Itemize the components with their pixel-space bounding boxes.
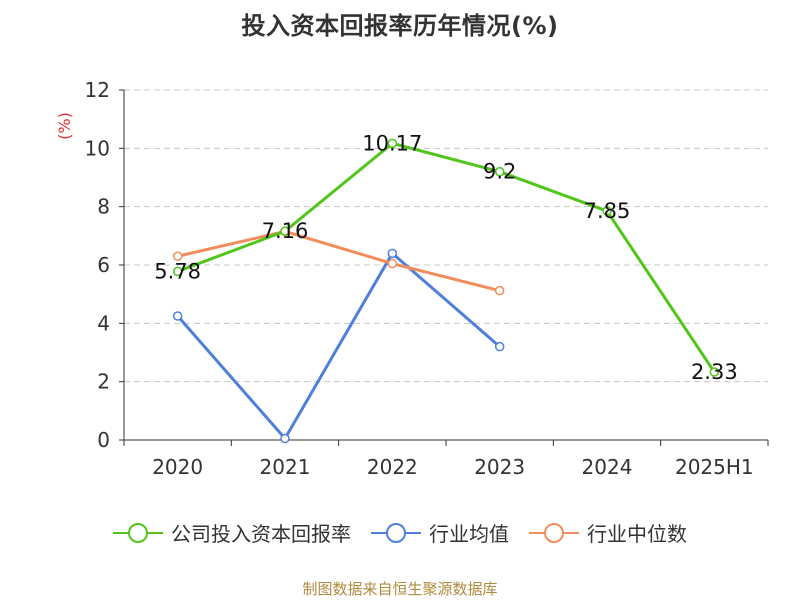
legend-swatch-marker bbox=[544, 522, 564, 543]
source-note: 制图数据来自恒生聚源数据库 bbox=[302, 580, 498, 598]
data-point bbox=[280, 226, 290, 236]
data-label: 2.33 bbox=[691, 360, 738, 384]
y-tick-label: 8 bbox=[97, 195, 110, 219]
legend-item[interactable]: 行业均值 bbox=[371, 518, 509, 547]
legend-swatch bbox=[113, 522, 163, 543]
legend-swatch-marker bbox=[128, 522, 148, 543]
legend-swatch bbox=[371, 522, 421, 543]
data-point bbox=[387, 138, 398, 149]
data-label: 7.16 bbox=[262, 219, 309, 243]
y-tick-label: 6 bbox=[97, 253, 110, 277]
y-tick-label: 10 bbox=[85, 136, 110, 160]
data-point bbox=[494, 285, 505, 296]
data-point bbox=[709, 367, 720, 377]
data-label: 5.78 bbox=[154, 259, 201, 283]
y-tick-label: 0 bbox=[97, 428, 110, 452]
y-tick-label: 2 bbox=[97, 370, 110, 394]
series-line bbox=[177, 141, 716, 373]
legend-label: 行业中位数 bbox=[587, 522, 687, 546]
legend-label: 行业均值 bbox=[429, 522, 509, 546]
data-point bbox=[280, 433, 290, 444]
data-point bbox=[387, 258, 398, 269]
data-point bbox=[172, 251, 183, 261]
data-label: 9.2 bbox=[483, 160, 516, 184]
data-point bbox=[172, 266, 183, 277]
legend-swatch bbox=[529, 522, 579, 543]
legend-label: 公司投入资本回报率 bbox=[171, 522, 351, 546]
legend-item[interactable]: 公司投入资本回报率 bbox=[113, 518, 351, 547]
data-label: 10.17 bbox=[362, 131, 422, 155]
x-tick-label: 2023 bbox=[474, 455, 525, 479]
x-tick-label: 2025H1 bbox=[675, 455, 754, 479]
y-axis-label: (%) bbox=[55, 112, 74, 140]
data-point bbox=[494, 341, 505, 352]
chart-legend: 公司投入资本回报率 行业均值 行业中位数 bbox=[0, 518, 800, 547]
x-tick-label: 2022 bbox=[367, 455, 418, 479]
series-layer bbox=[172, 138, 720, 444]
chart-title: 投入资本回报率历年情况(%) bbox=[241, 12, 559, 40]
x-tick-label: 2024 bbox=[582, 455, 633, 479]
grid-layer bbox=[124, 89, 768, 383]
data-point bbox=[387, 248, 398, 259]
legend-swatch-marker bbox=[386, 522, 406, 543]
label-layer: 5.78 7.16 10.17 9.2 7.85 2.33 bbox=[154, 131, 737, 384]
x-tick-label: 2021 bbox=[260, 455, 311, 479]
y-tick-label: 12 bbox=[85, 78, 110, 102]
legend-item[interactable]: 行业中位数 bbox=[529, 518, 687, 547]
data-point bbox=[602, 206, 612, 216]
y-tick-label: 4 bbox=[97, 311, 110, 335]
x-tick-label: 2020 bbox=[152, 455, 203, 479]
data-point bbox=[172, 311, 183, 321]
axis-layer: 0 2 4 6 8 10 12 (%) 2020 2021 2022 2023 2024 2025H1 bbox=[55, 78, 769, 479]
data-point bbox=[494, 166, 505, 177]
series-line bbox=[176, 251, 501, 441]
data-label: 7.85 bbox=[584, 199, 631, 223]
series-line bbox=[177, 229, 501, 293]
